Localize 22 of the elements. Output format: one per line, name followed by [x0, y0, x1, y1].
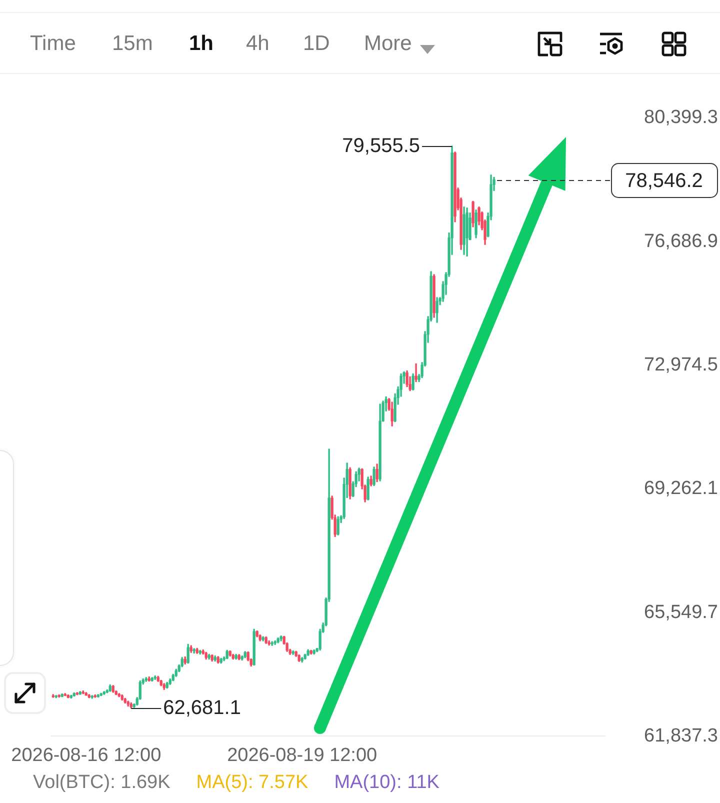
- annotation: 62,681.1: [163, 697, 241, 720]
- y-tick-label: 80,399.3: [644, 107, 718, 128]
- y-tick-label: 61,837.3: [644, 725, 718, 746]
- y-tick-label: 65,549.7: [644, 602, 718, 623]
- text: More: [364, 32, 412, 56]
- y-tick-label: 72,974.5: [644, 354, 718, 376]
- x-tick-label: 2026-08-19 12:00: [227, 744, 378, 766]
- text: 15m: [112, 32, 153, 56]
- candlestick: [270, 641, 274, 646]
- ref-line-label: 78,546.2: [625, 170, 703, 192]
- text: MA(5): 7.57K: [196, 772, 308, 794]
- candlestick: [414, 363, 418, 382]
- x-tick-label: 2026-08-16 12:00: [11, 744, 162, 766]
- text: 1D: [303, 32, 330, 56]
- text: Vol(BTC): 1.69K: [33, 772, 170, 794]
- y-tick-label: 76,686.9: [644, 230, 718, 252]
- text: 1h: [189, 32, 214, 56]
- text: Time: [30, 32, 76, 56]
- y-tick-label: 69,262.1: [644, 478, 718, 500]
- annotation: 79,555.5: [342, 135, 420, 158]
- text: 4h: [246, 32, 270, 56]
- text: MA(10): 11K: [334, 772, 440, 794]
